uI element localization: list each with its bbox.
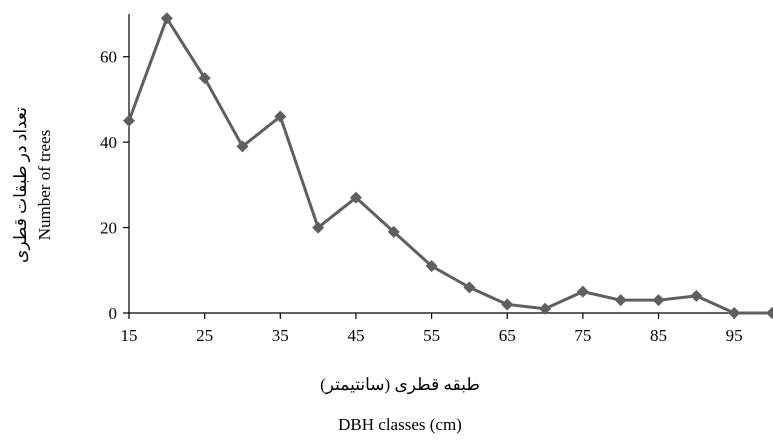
y-tick-label: 0 [109, 304, 118, 323]
x-axis-title: DBH classes (cm) [338, 415, 462, 434]
x-tick-label: 25 [196, 326, 213, 345]
x-axis-title-persian: طبقه قطری (سانتیمتر) [320, 375, 480, 395]
series-line [127, 16, 772, 315]
data-point-marker [198, 72, 211, 85]
data-point-marker [728, 307, 741, 319]
y-tick-label: 40 [100, 133, 117, 152]
data-point-marker [312, 221, 325, 234]
data-point-marker [463, 281, 476, 294]
data-point-marker [690, 289, 703, 302]
x-tick-label: 65 [499, 326, 516, 345]
y-axis-title-persian: تعداد در طبقات قطری [11, 107, 31, 263]
data-point-marker [160, 12, 173, 25]
data-point-marker [539, 302, 552, 315]
y-tick-label: 60 [100, 48, 117, 67]
y-axis-title: Number of trees [35, 130, 54, 240]
data-point-marker [425, 260, 438, 273]
y-tick-label: 20 [100, 219, 117, 238]
x-tick-label: 75 [574, 326, 591, 345]
x-tick-label: 45 [347, 326, 364, 345]
axes [128, 14, 772, 314]
x-tick-label: 95 [726, 326, 743, 345]
data-point-marker [652, 294, 665, 307]
x-tick-label: 85 [650, 326, 667, 345]
data-series [123, 12, 773, 319]
data-point-marker [576, 285, 589, 298]
x-tick-label: 15 [121, 326, 138, 345]
data-point-marker [766, 307, 773, 319]
data-point-marker [349, 191, 362, 204]
data-point-marker [614, 294, 627, 307]
data-point-marker [123, 114, 135, 127]
data-point-marker [236, 140, 249, 153]
x-tick-label: 35 [272, 326, 289, 345]
tick-marks: 0 20 40 60 15 25 35 45 55 65 75 85 95 [100, 48, 743, 345]
data-point-marker [501, 298, 514, 311]
data-point-marker [274, 110, 287, 123]
x-tick-label: 55 [423, 326, 440, 345]
data-point-marker [387, 225, 400, 238]
